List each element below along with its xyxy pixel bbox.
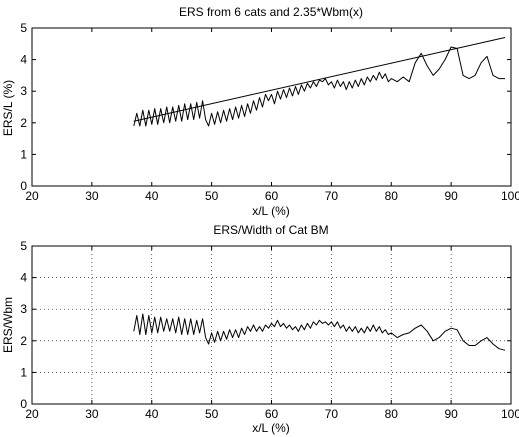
bottom-chart-xtick-label: 30 <box>85 407 99 421</box>
bottom-chart-xtick-label: 20 <box>25 407 39 421</box>
top-chart-xtick-label: 100 <box>501 189 519 203</box>
bottom-chart-xlabel: x/L (%) <box>252 421 290 435</box>
bottom-chart-ytick-label: 2 <box>20 334 27 348</box>
bottom-chart-xtick-label: 90 <box>444 407 458 421</box>
bottom-chart-frame <box>31 245 512 405</box>
top-chart-ticks: 20 30 40 50 60 70 80 90 100 0 1 2 3 4 5 <box>20 21 519 203</box>
top-chart-xtick-label: 60 <box>265 189 279 203</box>
top-chart-ytick-label: 0 <box>20 179 27 193</box>
bottom-chart-xtick-label: 70 <box>325 407 339 421</box>
top-chart-ytick-label: 3 <box>20 84 27 98</box>
top-chart-xtick-label: 40 <box>145 189 159 203</box>
top-chart-xtick-label: 50 <box>205 189 219 203</box>
top-chart-frame <box>31 27 512 187</box>
bottom-chart-ytick-label: 4 <box>20 271 27 285</box>
top-chart-xlabel: x/L (%) <box>252 204 290 218</box>
top-chart-ytick-label: 2 <box>20 116 27 130</box>
bottom-chart-panel: ERS/Width of Cat BM x/L (%) ERS/Wbm 20 30… <box>1 223 519 435</box>
bottom-chart-xtick-label: 100 <box>501 407 519 421</box>
top-chart-series-line-2 <box>133 37 506 122</box>
bottom-chart-grid <box>32 246 511 404</box>
bottom-chart-ytick-label: 0 <box>20 397 27 411</box>
bottom-chart-title: ERS/Width of Cat BM <box>213 223 328 237</box>
top-chart-ylabel: ERS/L (%) <box>1 80 15 136</box>
bottom-chart-ticks: 20 30 40 50 60 70 80 90 100 0 1 2 3 4 5 <box>20 239 519 421</box>
bottom-chart-xtick-label: 50 <box>205 407 219 421</box>
bottom-chart-ytick-label: 5 <box>20 239 27 253</box>
top-chart-ytick-label: 5 <box>20 21 27 35</box>
bottom-chart-ytick-label: 1 <box>20 365 27 379</box>
top-chart-series-line-1 <box>133 46 505 127</box>
top-chart-xtick-label: 20 <box>25 189 39 203</box>
bottom-chart-ylabel: ERS/Wbm <box>1 297 15 353</box>
top-chart-panel: ERS from 6 cats and 2.35*Wbm(x) x/L (%) … <box>1 5 519 218</box>
top-chart-xtick-label: 90 <box>444 189 458 203</box>
bottom-chart-xtick-label: 60 <box>265 407 279 421</box>
top-chart-xtick-label: 70 <box>325 189 339 203</box>
top-chart-series <box>133 37 506 127</box>
bottom-chart-series <box>133 313 506 351</box>
top-chart-ytick-label: 4 <box>20 53 27 67</box>
bottom-chart-xtick-label: 80 <box>385 407 399 421</box>
top-chart-xtick-label: 30 <box>85 189 99 203</box>
top-chart-title: ERS from 6 cats and 2.35*Wbm(x) <box>179 5 363 19</box>
top-chart-xtick-label: 80 <box>385 189 399 203</box>
bottom-chart-xtick-label: 40 <box>145 407 159 421</box>
top-chart-ytick-label: 1 <box>20 147 27 161</box>
bottom-chart-series-line-1 <box>133 313 506 351</box>
bottom-chart-ytick-label: 3 <box>20 302 27 316</box>
